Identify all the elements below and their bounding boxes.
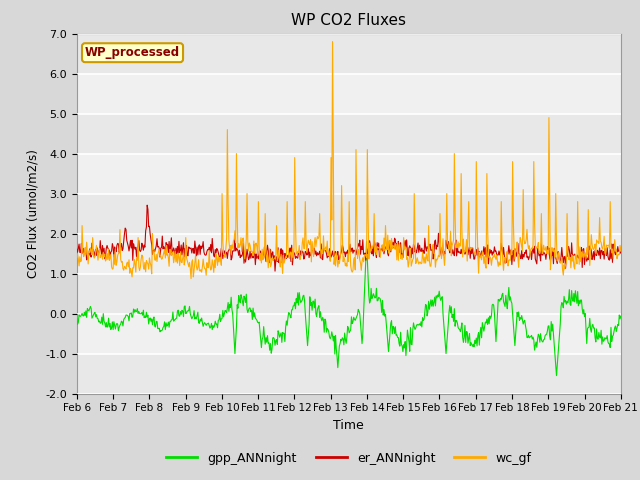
gpp_ANNnight: [553, 372, 561, 378]
gpp_ANNnight: [139, 312, 147, 318]
Line: er_ANNnight: er_ANNnight: [77, 205, 621, 271]
X-axis label: Time: Time: [333, 419, 364, 432]
gpp_ANNnight: [617, 313, 625, 319]
er_ANNnight: [617, 249, 625, 255]
Legend: gpp_ANNnight, er_ANNnight, wc_gf: gpp_ANNnight, er_ANNnight, wc_gf: [161, 447, 536, 469]
Y-axis label: CO2 Flux (umol/m2/s): CO2 Flux (umol/m2/s): [27, 149, 40, 278]
Bar: [77, 114, 621, 154]
wc_gf: [188, 276, 195, 281]
wc_gf: [139, 253, 147, 259]
gpp_ANNnight: [363, 239, 371, 244]
wc_gf: [329, 39, 337, 45]
Line: wc_gf: wc_gf: [77, 42, 621, 278]
er_ANNnight: [139, 243, 147, 249]
Bar: [77, 34, 621, 73]
wc_gf: [223, 127, 231, 132]
wc_gf: [73, 254, 81, 260]
gpp_ANNnight: [73, 316, 81, 322]
Text: WP_processed: WP_processed: [85, 46, 180, 59]
er_ANNnight: [195, 244, 202, 250]
gpp_ANNnight: [194, 309, 202, 315]
er_ANNnight: [143, 202, 151, 208]
Bar: [77, 274, 621, 313]
er_ANNnight: [73, 246, 81, 252]
wc_gf: [433, 256, 440, 262]
gpp_ANNnight: [83, 314, 90, 320]
wc_gf: [617, 247, 625, 253]
gpp_ANNnight: [431, 303, 439, 309]
er_ANNnight: [223, 255, 231, 261]
wc_gf: [195, 257, 202, 263]
Bar: [77, 354, 621, 394]
er_ANNnight: [417, 247, 424, 253]
Bar: [77, 193, 621, 234]
er_ANNnight: [83, 257, 90, 263]
Title: WP CO2 Fluxes: WP CO2 Fluxes: [291, 13, 406, 28]
wc_gf: [417, 259, 424, 265]
er_ANNnight: [271, 268, 279, 274]
er_ANNnight: [433, 246, 440, 252]
wc_gf: [83, 240, 90, 245]
gpp_ANNnight: [416, 321, 424, 327]
Line: gpp_ANNnight: gpp_ANNnight: [77, 241, 621, 375]
gpp_ANNnight: [223, 310, 230, 315]
